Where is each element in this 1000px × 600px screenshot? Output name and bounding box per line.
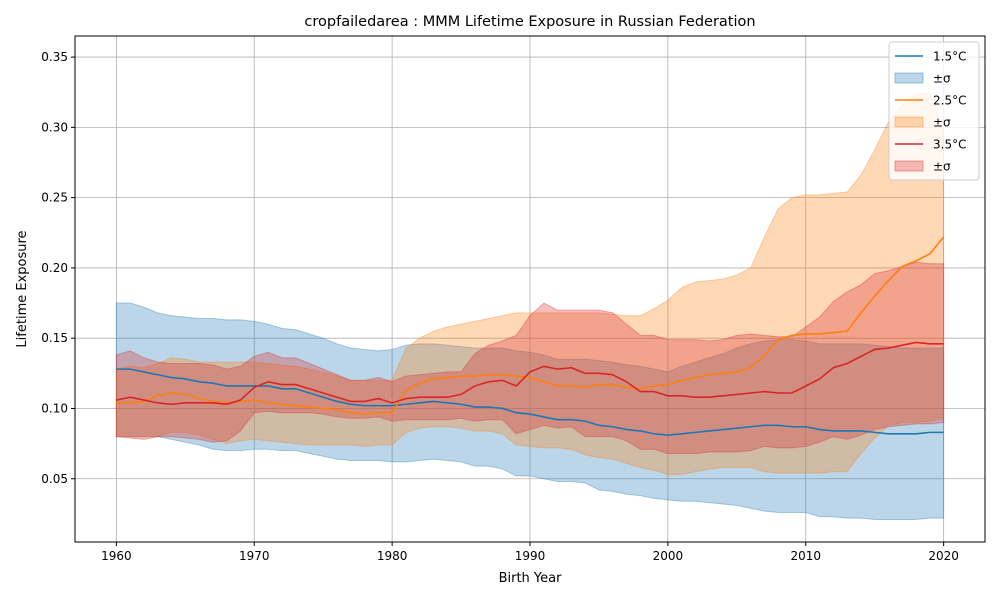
x-axis-label: Birth Year [499,571,563,586]
x-tick-label: 2000 [653,549,684,563]
x-axis-ticks: 1960 1970 1980 1990 2000 2010 2020 [101,542,959,563]
legend-label: 2.5°C [933,94,966,108]
chart-title: cropfailedarea : MMM Lifetime Exposure i… [304,14,755,30]
y-tick-label: 0.10 [41,401,68,415]
legend-band-swatch [894,160,924,172]
y-axis-label: Lifetime Exposure [15,230,30,347]
legend-band-swatch [894,116,924,128]
y-tick-label: 0.35 [41,50,68,64]
y-tick-label: 0.30 [41,120,68,134]
legend-band-swatch [894,72,924,84]
x-tick-label: 1980 [377,549,408,563]
x-tick-label: 1960 [101,549,132,563]
legend-label: 3.5°C [933,138,966,152]
x-tick-label: 1990 [515,549,546,563]
legend-label: ±σ [933,72,951,86]
series-lines [116,236,945,436]
x-tick-label: 2010 [790,549,821,563]
grid-lines [75,36,985,542]
x-tick-label: 1970 [239,549,270,563]
legend-label: ±σ [933,116,951,130]
y-tick-label: 0.25 [41,191,68,205]
x-tick-label: 2020 [928,549,959,563]
y-tick-label: 0.20 [41,261,68,275]
legend-label: ±σ [933,160,951,174]
series-line-1-5-C [116,368,944,436]
legend: 1.5°C ±σ 2.5°C ±σ 3.5°C ±σ [888,41,980,181]
series-line-3-5-C [116,341,944,406]
sigma-band-1-5-C [115,302,945,521]
legend-box [888,41,980,181]
series-line-2-5-C [116,236,945,415]
y-axis-ticks: 0.05 0.10 0.15 0.20 0.25 0.30 0.35 [41,50,75,486]
sigma-band-2-5-C [115,91,945,476]
y-tick-label: 0.05 [41,472,68,486]
sigma-bands [115,91,945,521]
legend-label: 1.5°C [933,50,966,64]
y-tick-label: 0.15 [41,331,68,345]
sigma-band-3-5-C [115,261,945,454]
